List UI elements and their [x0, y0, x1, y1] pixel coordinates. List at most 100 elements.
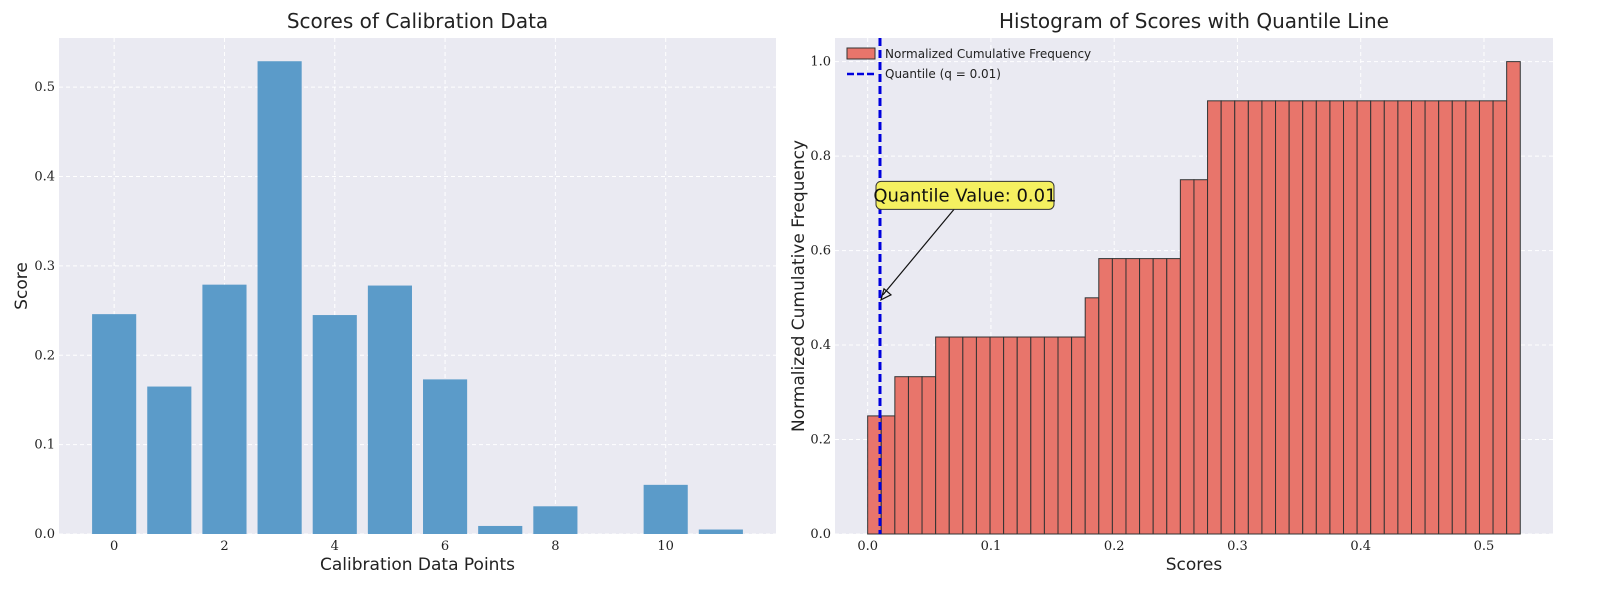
bar	[698, 529, 743, 534]
x-tick-label: 0.0	[857, 539, 878, 554]
chart-right: 0.0 0.2 0.4 0.6 0.8 1.0 0.0 0.1 0.2 0.3 0.4 0.5 Quan…	[789, 9, 1553, 575]
histogram-bar	[1288, 100, 1304, 535]
annotation-arrow-head	[880, 287, 893, 301]
bar	[643, 484, 688, 534]
y-tick-label: 0.4	[34, 170, 55, 185]
histogram-bar	[1207, 100, 1222, 535]
histogram-bar	[1247, 100, 1263, 535]
histogram-bar	[880, 415, 896, 535]
chart-title: Scores of Calibration Data	[287, 9, 548, 33]
y-tick-label: 0.6	[810, 244, 831, 259]
x-tick-label: 6	[441, 539, 449, 554]
histogram-bar	[1179, 179, 1195, 535]
annotation-box	[875, 180, 1055, 210]
histogram-bar	[948, 336, 964, 535]
histogram-bar	[1084, 297, 1100, 535]
histogram-bar	[1370, 100, 1385, 535]
histogram-bar	[1506, 61, 1521, 535]
x-tick-label: 0.2	[1104, 539, 1125, 554]
histogram-bar	[1343, 100, 1358, 535]
histogram-bar	[1166, 258, 1181, 535]
bar	[202, 284, 247, 534]
y-tick-label: 0.5	[34, 80, 55, 95]
y-tick-label: 1.0	[810, 55, 831, 70]
x-tick-label: 0.3	[1227, 539, 1248, 554]
histogram-bar	[1356, 100, 1372, 535]
y-tick-label: 0.4	[810, 338, 831, 353]
histogram-bar	[1193, 179, 1209, 535]
chart-left: 0.0 0.1 0.2 0.3 0.4 0.5 0 2 4 6 8 10 Scores of Calib…	[12, 9, 776, 575]
y-axis-label: Normalized Cumulative Frequency	[789, 140, 809, 432]
y-tick-label: 0.8	[810, 149, 831, 164]
histogram-bar	[962, 336, 977, 535]
legend-label-histogram: Normalized Cumulative Frequency	[885, 47, 1091, 61]
histogram-bar	[1424, 100, 1440, 535]
histogram-bar	[894, 376, 909, 535]
histogram-bar	[989, 336, 1005, 535]
x-tick-label: 0.5	[1474, 539, 1495, 554]
x-tick-label: 8	[551, 539, 559, 554]
legend-swatch-histogram	[846, 47, 876, 60]
histogram-bar	[921, 376, 937, 535]
y-tick-label: 0.1	[34, 438, 55, 453]
histogram-bar	[975, 336, 991, 535]
bar	[147, 386, 192, 534]
bar	[92, 314, 137, 534]
histogram-bar	[1220, 100, 1236, 535]
x-axis-label: Scores	[1166, 555, 1223, 575]
x-tick-label: 2	[220, 539, 228, 554]
y-tick-label: 0.2	[34, 348, 55, 363]
bar	[423, 379, 468, 534]
histogram-bar	[1234, 100, 1249, 535]
annotation-text: Quantile Value: 0.01	[873, 185, 1056, 206]
histogram-bar	[1152, 258, 1168, 535]
histogram-bar	[1125, 258, 1141, 535]
histogram-bar	[1465, 100, 1480, 535]
histogram-bar	[1071, 336, 1086, 535]
histogram-bar	[1261, 100, 1277, 535]
histogram-bar	[1111, 258, 1127, 535]
histogram-bar	[1098, 258, 1113, 535]
histogram-bar	[1383, 100, 1399, 535]
histogram-bar	[1397, 100, 1412, 535]
histogram-bar	[1315, 100, 1331, 535]
bar	[478, 525, 523, 534]
chart-title: Histogram of Scores with Quantile Line	[999, 9, 1389, 33]
y-tick-label: 0.2	[810, 433, 831, 448]
bar	[367, 285, 412, 534]
x-tick-label: 10	[657, 539, 674, 554]
x-tick-label: 4	[331, 539, 339, 554]
x-tick-label: 0	[110, 539, 118, 554]
histogram-bar	[1478, 100, 1494, 535]
y-tick-label: 0.0	[34, 527, 55, 542]
histogram-bar	[1410, 100, 1426, 535]
bar	[533, 506, 578, 534]
y-tick-label: 0.0	[810, 527, 831, 542]
histogram-bar	[1016, 336, 1032, 535]
histogram-bar	[1275, 100, 1290, 535]
legend-label-quantile: Quantile (q = 0.01)	[885, 67, 1001, 81]
y-axis-label: Score	[12, 262, 32, 310]
histogram-bar	[907, 376, 923, 535]
histogram-bar	[1139, 258, 1154, 535]
histogram-bar	[1451, 100, 1467, 535]
x-tick-label: 0.4	[1350, 539, 1371, 554]
histogram-bar	[1438, 100, 1453, 535]
x-tick-label: 0.1	[981, 539, 1002, 554]
histogram-bar	[1003, 336, 1018, 535]
x-axis-label: Calibration Data Points	[320, 555, 515, 575]
annotation-arrow-line	[882, 208, 955, 296]
histogram-bar	[1302, 100, 1317, 535]
y-tick-label: 0.3	[34, 259, 55, 274]
histogram-bar	[1492, 100, 1508, 535]
histogram-bar	[1043, 336, 1059, 535]
histogram-bar	[1057, 336, 1073, 535]
bar	[257, 61, 302, 535]
legend: Normalized Cumulative Frequency Quantile …	[846, 47, 1091, 81]
histogram-bar	[1329, 100, 1345, 535]
histogram-bar	[1030, 336, 1045, 535]
bar	[312, 315, 357, 534]
histogram-bar	[935, 336, 950, 535]
